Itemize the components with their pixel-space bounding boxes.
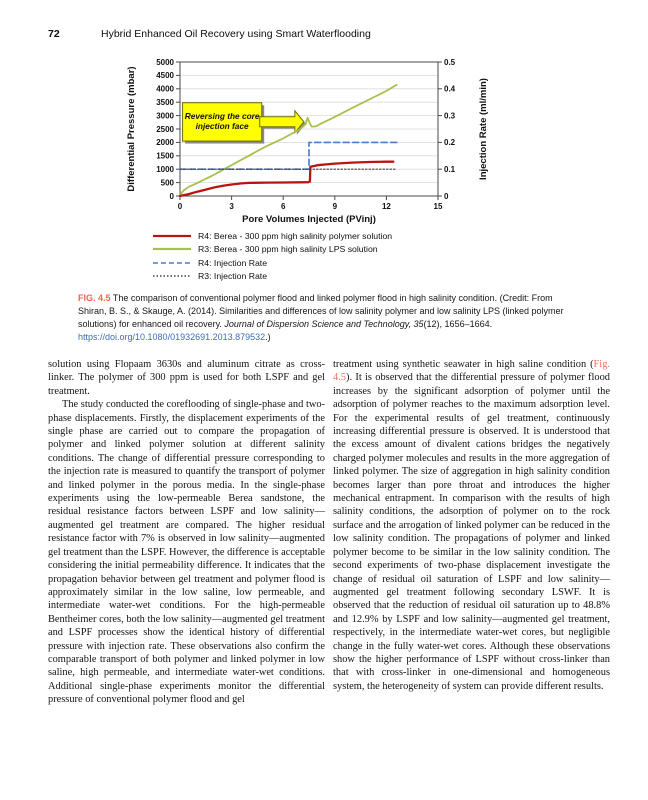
x-tick-label: 0 [178, 202, 183, 211]
series-line [178, 160, 395, 198]
body-text: solution using Flopaam 3630s and aluminu… [48, 358, 610, 707]
text-segment: Journal of Dispersion Science and Techno… [224, 319, 424, 329]
figure-label: FIG. 4.5 [78, 293, 111, 303]
y-left-tick-label: 2000 [156, 138, 174, 147]
x-tick-label: 12 [382, 202, 391, 211]
chart-legend: R4: Berea - 300 ppm high salinity polyme… [152, 229, 608, 283]
annotation-arrow [259, 109, 305, 135]
legend-item: R3: Berea - 300 ppm high salinity LPS so… [152, 243, 608, 257]
running-title: Hybrid Enhanced Oil Recovery using Smart… [101, 28, 371, 40]
text-segment: The study conducted the coreflooding of … [48, 399, 325, 706]
y-right-tick-label: 0.4 [444, 85, 456, 94]
figure-4-5: 0 500 1000 1500 2000 2500 3000 3500 4000 4500 5000… [48, 56, 608, 344]
y-left-tick-label: 1500 [156, 152, 174, 161]
annotation-box [182, 102, 263, 142]
x-tick-label: 3 [229, 202, 234, 211]
series-line [179, 141, 400, 170]
legend-label: R3: Injection Rate [198, 271, 268, 282]
y-right-tick-label: 0.2 [444, 138, 456, 147]
text-segment: .) [265, 332, 271, 342]
annotation-text: Reversing the core [185, 111, 260, 121]
legend-line-sample [152, 272, 192, 280]
text-segment: The comparison of conventional polymer f… [78, 293, 564, 329]
paragraph: solution using Flopaam 3630s and aluminu… [48, 358, 325, 398]
figure-chart: 0 500 1000 1500 2000 2500 3000 3500 4000 4500 5000… [122, 56, 508, 226]
legend-label: R4: Injection Rate [198, 257, 268, 268]
x-tick-label: 15 [434, 202, 443, 211]
legend-label: R3: Berea - 300 ppm high salinity LPS so… [198, 244, 378, 255]
right-column: treatment using synthetic seawater in hi… [333, 358, 610, 707]
legend-item: R3: Injection Rate [152, 270, 608, 284]
y-right-tick-label: 0.3 [444, 111, 456, 120]
y-right-tick-label: 0.5 [444, 58, 456, 67]
x-axis-title: Pore Volumes Injected (PVinj) [242, 214, 376, 225]
paragraph: The study conducted the coreflooding of … [48, 398, 325, 706]
figure-reference[interactable]: Fig. 4.5 [333, 359, 610, 384]
left-column: solution using Flopaam 3630s and aluminu… [48, 358, 325, 707]
legend-line-sample [152, 259, 192, 267]
legend-item: R4: Berea - 300 ppm high salinity polyme… [152, 229, 608, 243]
x-tick-label: 9 [333, 202, 338, 211]
legend-line-sample [152, 245, 192, 253]
text-segment: ). It is observed that the differential … [333, 372, 610, 692]
y-left-tick-label: 1000 [156, 165, 174, 174]
page-number: 72 [48, 28, 60, 40]
text-segment: treatment using synthetic seawater in hi… [333, 359, 594, 370]
y-left-tick-label: 4000 [156, 85, 174, 94]
y-left-tick-label: 4500 [156, 71, 174, 80]
legend-label: R4: Berea - 300 ppm high salinity polyme… [198, 230, 393, 241]
y-left-tick-label: 500 [161, 178, 175, 187]
y-right-tick-label: 0.1 [444, 165, 456, 174]
annotation-text: injection face [196, 121, 249, 131]
paragraph: treatment using synthetic seawater in hi… [333, 358, 610, 693]
x-tick-label: 6 [281, 202, 286, 211]
y-left-tick-label: 3500 [156, 98, 174, 107]
figure-caption: FIG. 4.5 The comparison of conventional … [78, 292, 574, 344]
chart-svg: 0500100015002000250030003500400045005000… [126, 58, 489, 225]
y-left-tick-label: 3000 [156, 111, 174, 120]
doi-link[interactable]: https://doi.org/10.1080/01932691.2013.87… [78, 332, 266, 342]
series-line [179, 83, 398, 197]
y-left-tick-label: 0 [170, 192, 175, 201]
legend-line-sample [152, 232, 192, 240]
legend-item: R4: Injection Rate [152, 256, 608, 270]
text-segment: (12), 1656–1664. [423, 319, 493, 329]
y-left-axis-title: Differential Pressure (mbar) [126, 66, 137, 191]
text-segment: solution using Flopaam 3630s and aluminu… [48, 359, 325, 397]
y-left-tick-label: 5000 [156, 58, 174, 67]
y-right-tick-label: 0 [444, 192, 449, 201]
running-head: 72 Hybrid Enhanced Oil Recovery using Sm… [48, 28, 608, 40]
y-left-tick-label: 2500 [156, 125, 174, 134]
y-right-axis-title: Injection Rate (ml/min) [478, 78, 489, 180]
